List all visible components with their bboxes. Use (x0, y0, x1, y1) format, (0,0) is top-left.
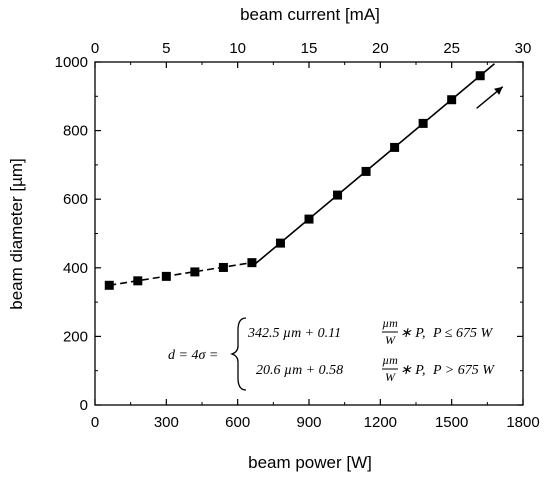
y-tick-label: 1000 (55, 54, 88, 71)
y-tick-label: 800 (63, 123, 88, 140)
equation-case1-num: µm (382, 316, 398, 330)
data-point (418, 118, 428, 128)
data-point (133, 276, 143, 286)
arrow-head (494, 86, 503, 95)
trend-arrow (476, 86, 504, 109)
equation-case2-tail: ∗ P, (400, 363, 425, 378)
x2-tick-label: 0 (91, 40, 99, 57)
x2-tick-label: 15 (301, 40, 318, 57)
y-tick-label: 200 (63, 328, 88, 345)
y-axis-title: beam diameter [µm] (7, 158, 26, 310)
x-tick-label: 1500 (435, 414, 468, 431)
data-point (304, 214, 314, 224)
data-point (361, 166, 371, 176)
x-tick-label: 1800 (506, 414, 539, 431)
x-axis-title: beam power [W] (248, 453, 372, 472)
x2-axis-title: beam current [mA] (240, 5, 380, 24)
data-point (247, 258, 257, 268)
data-point (218, 262, 228, 272)
x-tick-label: 1200 (364, 414, 397, 431)
data-point (275, 238, 285, 248)
x2-tick-label: 10 (229, 40, 246, 57)
x-tick-label: 0 (91, 414, 99, 431)
x-tick-label: 300 (154, 414, 179, 431)
equation-case2-cond: P > 675 W (432, 363, 495, 378)
x2-tick-label: 20 (372, 40, 389, 57)
fit-line-1 (109, 261, 256, 287)
equation-case1-den: W (385, 333, 396, 347)
equation-case2-den: W (385, 370, 396, 384)
x2-tick-label: 30 (515, 40, 532, 57)
data-point (475, 71, 485, 81)
x2-tick-label: 5 (162, 40, 170, 57)
data-point (161, 271, 171, 281)
equation-case1-cond: P ≤ 675 W (432, 326, 493, 341)
fit-equation: d = 4σ = 342.5 µm + 0.11 µm W ∗ P, P ≤ 6… (168, 316, 495, 391)
y-tick-label: 600 (63, 191, 88, 208)
equation-case1-text: 342.5 µm + 0.11 (247, 326, 341, 341)
equation-case2-num: µm (382, 353, 398, 367)
data-point (190, 267, 200, 277)
y-tick-label: 400 (63, 260, 88, 277)
plot-frame (94, 61, 524, 406)
data-point (333, 190, 343, 200)
data-point (447, 95, 457, 105)
fit-lines (109, 63, 495, 287)
x2-tick-label: 25 (443, 40, 460, 57)
equation-case2-text: 20.6 µm + 0.58 (256, 363, 343, 378)
fit-line-2 (254, 63, 495, 265)
data-markers (104, 71, 485, 290)
y-tick-label: 0 (80, 397, 88, 414)
x-tick-label: 600 (225, 414, 250, 431)
data-point (390, 142, 400, 152)
data-point (104, 280, 114, 290)
equation-lhs: d = 4σ = (168, 348, 218, 363)
equation-case1-tail: ∗ P, (400, 326, 425, 341)
x-tick-label: 900 (296, 414, 321, 431)
